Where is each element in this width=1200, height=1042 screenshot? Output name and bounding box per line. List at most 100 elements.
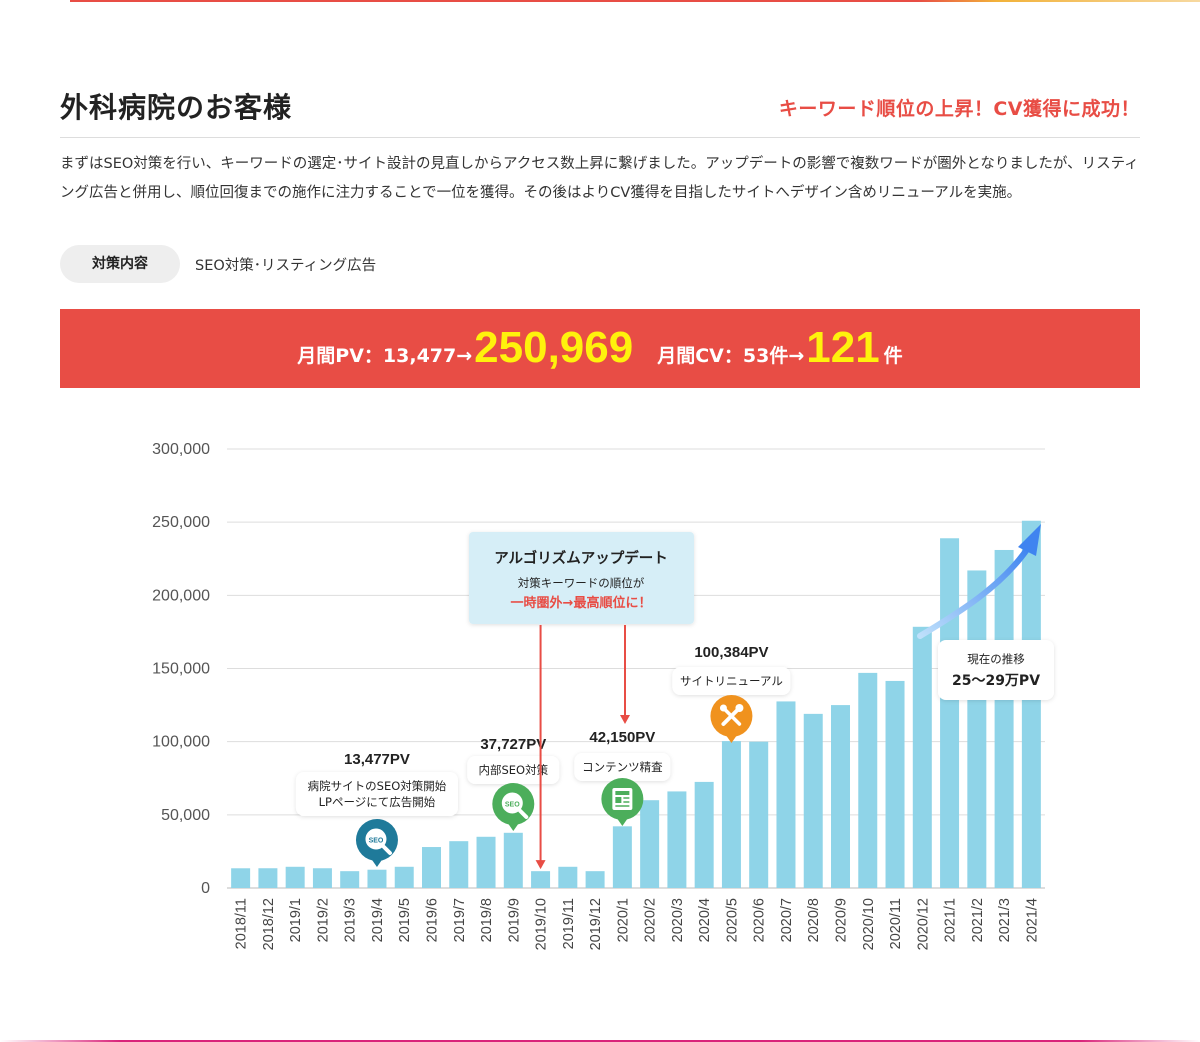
callout-line2: 一時圏外→最高順位に！: [511, 595, 652, 611]
annotation-text: LPページにて広告開始: [319, 795, 436, 809]
bar: [667, 791, 687, 888]
x-tick-label: 2021/2: [970, 898, 986, 942]
x-tick-label: 2021/4: [1024, 898, 1040, 942]
x-tick-label: 2020/7: [779, 898, 795, 942]
x-tick-label: 2018/12: [261, 898, 277, 950]
bar: [994, 549, 1014, 888]
annotation-bubble: [295, 772, 458, 816]
bar: [258, 868, 278, 888]
annotation-value: 13,477PV: [344, 751, 410, 768]
annotation-text: 病院サイトのSEO対策開始: [308, 779, 447, 793]
x-tick-label: 2020/8: [806, 898, 822, 942]
bar: [1021, 520, 1041, 888]
annotation-value: 37,727PV: [480, 736, 546, 753]
bar: [912, 626, 932, 888]
annotation-bubble: [574, 753, 671, 781]
x-tick-label: 2019/10: [534, 898, 550, 950]
cv-label: 月間CV：53件→: [657, 345, 805, 367]
bar: [585, 871, 605, 888]
page-title: 外科病院のお客様: [60, 91, 293, 124]
x-tick-label: 2020/11: [888, 898, 904, 949]
annotation-value: 100,384PV: [694, 644, 768, 661]
pv-value: 250,969: [474, 323, 634, 372]
bar: [776, 701, 796, 888]
bar: [885, 680, 905, 888]
results-banner: 月間PV：13,477→ 250,969 月間CV：53件→ 121 件: [60, 309, 1140, 388]
x-tick-label: 2020/2: [643, 898, 659, 942]
x-tick-label: 2020/6: [752, 898, 768, 942]
x-tick-label: 2020/12: [915, 898, 931, 950]
bar: [476, 836, 496, 888]
result-headline: キーワード順位の上昇！CV獲得に成功！: [778, 98, 1140, 120]
cv-value: 121: [806, 323, 880, 372]
algorithm-update-callout: [469, 532, 694, 624]
divider: [60, 137, 1140, 138]
callout-line1: 対策キーワードの順位が: [518, 576, 645, 590]
x-tick-label: 2020/3: [670, 898, 686, 942]
bar: [721, 741, 741, 888]
bar: [858, 672, 878, 888]
x-tick-label: 2019/1: [288, 898, 304, 942]
bar: [503, 832, 523, 888]
x-tick-label: 2020/1: [615, 898, 631, 942]
x-tick-label: 2019/2: [315, 898, 331, 942]
top-accent-line: [70, 0, 1200, 2]
x-tick-label: 2019/5: [397, 898, 413, 942]
annotation-text: コンテンツ精査: [582, 760, 663, 774]
annotation-bubble: [672, 667, 791, 695]
y-tick-label: 50,000: [161, 807, 210, 824]
svg-text:SEO: SEO: [505, 802, 520, 809]
bar: [394, 866, 414, 888]
bar: [831, 705, 850, 888]
bar: [558, 866, 578, 888]
bar: [340, 871, 360, 888]
x-tick-label: 2019/4: [370, 898, 386, 942]
x-tick-label: 2020/10: [861, 898, 877, 950]
bar: [312, 868, 332, 888]
bar: [803, 713, 823, 888]
measures-label-badge: 対策内容: [60, 245, 180, 283]
bottom-accent-line: [0, 1040, 1200, 1042]
tools-icon: [710, 695, 753, 743]
y-tick-label: 300,000: [152, 441, 210, 458]
x-tick-label: 2019/12: [588, 898, 604, 950]
bar: [640, 800, 660, 888]
x-tick-label: 2019/6: [425, 898, 441, 942]
x-tick-label: 2020/9: [834, 898, 850, 942]
annotation-text: サイトリニューアル: [680, 674, 783, 688]
callout-title: アルゴリズムアップデート: [494, 549, 668, 567]
trend-arrow: [917, 545, 1031, 639]
y-tick-label: 200,000: [152, 587, 210, 604]
x-tick-label: 2021/1: [943, 898, 959, 942]
pv-label: 月間PV：13,477→: [297, 345, 473, 367]
x-tick-label: 2021/3: [997, 898, 1013, 942]
bar: [231, 868, 251, 888]
bar: [749, 741, 769, 888]
x-tick-label: 2019/11: [561, 898, 577, 949]
cv-unit: 件: [883, 345, 903, 367]
callout-arrowhead: [535, 860, 546, 870]
bar: [531, 871, 551, 888]
bar: [285, 866, 305, 888]
x-tick-label: 2020/5: [724, 898, 740, 942]
content-document-icon: [601, 778, 644, 826]
x-tick-label: 2019/9: [506, 898, 522, 942]
y-tick-label: 100,000: [152, 734, 210, 751]
trend-arrowhead: [1018, 524, 1041, 556]
seo-search-icon: SEO: [492, 783, 535, 831]
bar: [694, 781, 714, 888]
annotation-bubble: [467, 756, 560, 784]
annotation-text: 内部SEO対策: [478, 763, 548, 777]
bar: [422, 847, 441, 888]
bar: [449, 841, 469, 888]
bar: [367, 869, 387, 888]
x-tick-label: 2019/8: [479, 898, 495, 942]
annotation-value: 42,150PV: [589, 729, 655, 746]
callout-arrowhead: [620, 715, 630, 724]
seo-search-icon: SEO: [355, 819, 398, 867]
measures-value: SEO対策･リスティング広告: [195, 258, 377, 274]
bar: [940, 538, 960, 888]
y-tick-label: 150,000: [152, 661, 210, 678]
trend-box-label: 現在の推移: [967, 652, 1025, 666]
